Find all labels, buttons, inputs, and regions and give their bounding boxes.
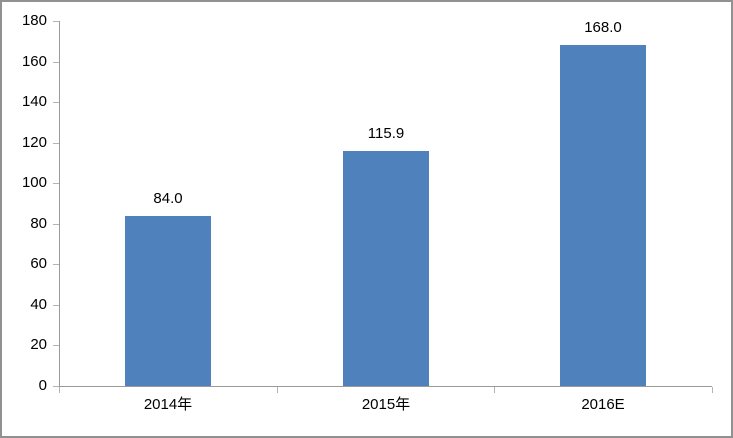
y-tick-label: 60 bbox=[30, 255, 47, 272]
y-axis-tick-mark bbox=[53, 102, 59, 103]
y-axis-tick-mark bbox=[53, 305, 59, 306]
x-axis-tick-mark bbox=[59, 387, 60, 393]
bar-value-label: 168.0 bbox=[584, 19, 622, 36]
bar bbox=[125, 216, 211, 386]
bar bbox=[343, 151, 429, 386]
y-axis-tick-mark bbox=[53, 345, 59, 346]
x-category-label: 2015年 bbox=[361, 396, 411, 413]
y-axis-tick-mark bbox=[53, 62, 59, 63]
bar-value-label: 115.9 bbox=[367, 125, 405, 142]
x-axis-line bbox=[59, 386, 712, 387]
x-axis-tick-mark bbox=[712, 387, 713, 393]
y-tick-label: 0 bbox=[38, 377, 47, 394]
x-category-label: 2014年 bbox=[143, 396, 193, 413]
x-axis-tick-mark bbox=[277, 387, 278, 393]
y-tick-label: 100 bbox=[21, 174, 47, 191]
y-tick-label: 140 bbox=[21, 93, 47, 110]
y-axis-line bbox=[59, 21, 60, 392]
y-tick-label: 40 bbox=[30, 296, 47, 313]
y-tick-label: 20 bbox=[30, 336, 47, 353]
y-tick-label: 80 bbox=[30, 215, 47, 232]
y-axis-tick-mark bbox=[53, 224, 59, 225]
bar bbox=[560, 45, 646, 386]
y-axis-tick-mark bbox=[53, 21, 59, 22]
x-axis-tick-mark bbox=[494, 387, 495, 393]
y-axis-tick-mark bbox=[53, 264, 59, 265]
y-axis-tick-mark bbox=[53, 183, 59, 184]
y-tick-label: 160 bbox=[21, 53, 47, 70]
bar-value-label: 84.0 bbox=[153, 190, 183, 207]
y-axis-tick-mark bbox=[53, 143, 59, 144]
y-axis-tick-mark bbox=[53, 386, 59, 387]
y-tick-label: 120 bbox=[21, 134, 47, 151]
x-category-label: 2016E bbox=[581, 396, 625, 413]
y-tick-label: 180 bbox=[21, 12, 47, 29]
